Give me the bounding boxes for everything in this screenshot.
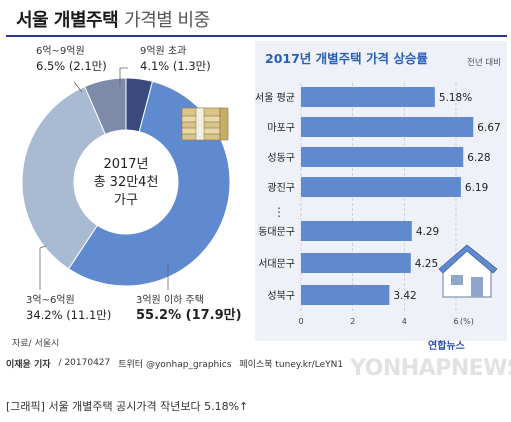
bar-chart-subtitle: 전년 대비 [467,57,501,68]
bar-value-label: 6.67 [477,122,500,134]
bar-chart: 2017년 개별주택 가격 상승률 전년 대비 0 2 4 6 (%) 서울 평균 5.18% 마… [255,51,501,326]
money-stack-icon [181,107,229,141]
x-tick-label: 2 [350,317,355,326]
leader-line [119,67,128,86]
slice-value-label: 55.2% (17.9만) [136,307,242,323]
house-wall [442,248,492,298]
bar [301,117,474,137]
slice-label: 6억~9억원 [36,45,85,57]
category-label: 성북구 [267,290,295,302]
twitter: 트위터 @yonhap_graphics [118,359,232,370]
leader-line [73,81,83,93]
watermark: YONHAPNEWS [350,356,511,381]
bar-value-label: 6.28 [467,152,490,164]
category-label: 동대문구 [258,226,295,238]
bar-value-label: 4.29 [416,226,439,238]
bar-value-label: 4.25 [415,258,438,270]
reporter: 이재윤 기자 [6,359,51,370]
facebook: 페이스북 tuney.kr/LeYN1 [239,359,344,370]
money-band [195,107,205,141]
bill-side [219,107,229,141]
slice-label: 3억원 이하 주택 [136,293,204,306]
x-tick-label: 6 [453,317,458,326]
title-block: 서울 개별주택 가격별 비중 [16,6,210,32]
source-note: 자료/ 서울시 [12,339,60,349]
donut-center-label: 가구 [114,193,138,208]
bar [301,253,411,273]
donut-center-label: 총 32만4천 [94,175,159,190]
slice-label: 9억원 초과 [140,45,186,57]
date: / 20170427 [58,358,111,368]
x-tick-label: 4 [402,317,407,326]
category-label: 성동구 [267,152,295,164]
house-door [471,277,483,297]
title-rule [6,35,507,37]
x-unit-label: (%) [460,317,474,326]
donut-center-label: 2017년 [103,157,148,172]
house-icon [438,244,498,298]
bar-value-label: 5.18% [439,92,472,104]
house-window [451,275,463,285]
bar-value-label: 6.19 [465,182,488,194]
slice-value-label: 34.2% (11.1만) [26,308,111,322]
leader-line [39,245,47,290]
x-tick-label: 0 [298,317,303,326]
bar [301,87,435,107]
bar-value-label: 3.42 [393,290,416,302]
bar [301,147,464,167]
category-label: 서대문구 [258,258,295,270]
title-main: 서울 개별주택 [16,10,119,31]
title-sub: 가격별 비중 [124,10,210,31]
bar [301,221,412,241]
yonhap-logo: 연합뉴스 [428,341,465,352]
category-label: 서울 평균 [255,92,295,104]
house-roof [438,244,498,274]
ellipsis-label: ⋮ [273,205,285,219]
bar-chart-title: 2017년 개별주택 가격 상승률 [265,51,428,66]
credit-line: 이재윤 기자 / 20170427 트위터 @yonhap_graphics 페… [6,355,507,371]
category-label: 광진구 [267,182,295,194]
bar [301,285,390,305]
category-label: 마포구 [267,122,295,134]
donut-slice [21,85,107,270]
slice-label: 3억~6억원 [26,294,75,306]
bar [301,177,461,197]
donut-slice [84,77,127,135]
slice-value-label: 4.1% (1.3만) [140,59,211,73]
caption: [그래픽] 서울 개별주택 공시가격 작년보다 5.18%↑ [6,400,249,413]
slice-value-label: 6.5% (2.1만) [36,59,107,73]
